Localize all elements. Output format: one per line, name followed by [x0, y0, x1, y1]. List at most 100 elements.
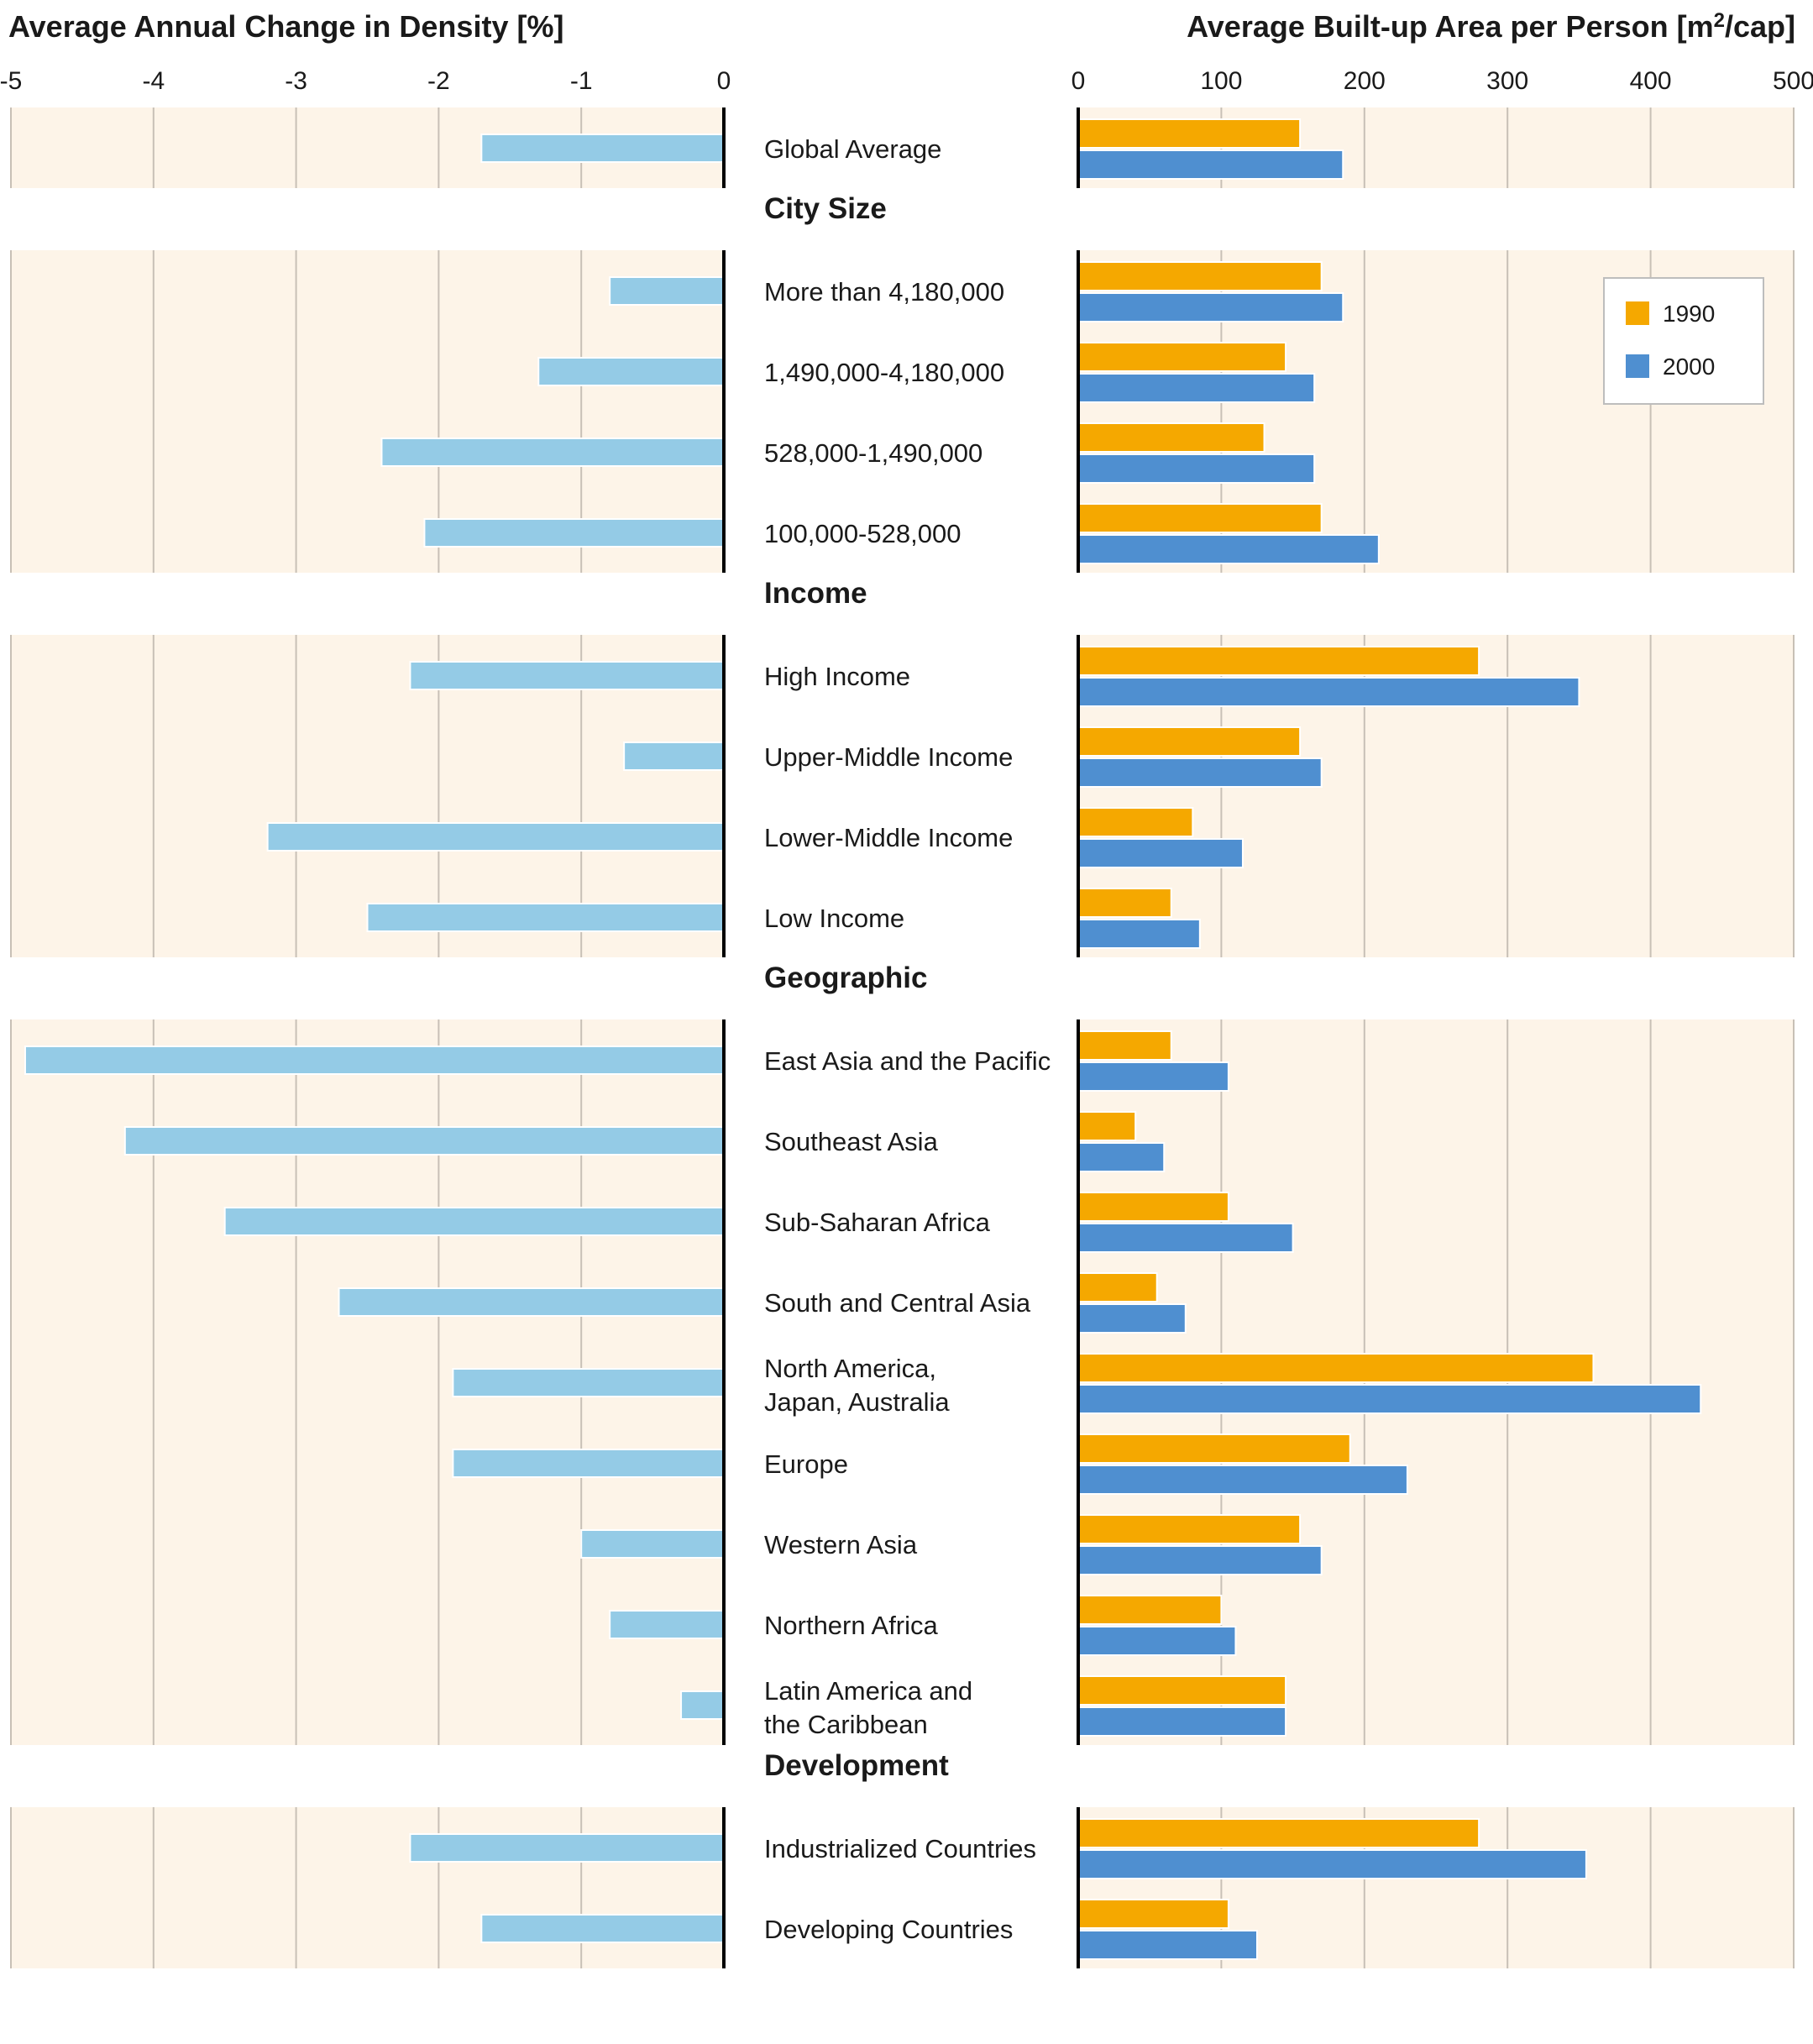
area-1990-bar	[1077, 888, 1172, 918]
category-label: Developing Countries	[764, 1915, 1013, 1944]
category-label: Northern Africa	[764, 1611, 939, 1640]
area-1990-bar	[1077, 1675, 1287, 1706]
area-2000-bar	[1077, 373, 1316, 403]
area-1990-bar	[1077, 1818, 1480, 1848]
area-2000-bar	[1077, 292, 1344, 322]
area-2000-bar	[1077, 1223, 1294, 1253]
legend-swatch-2000	[1626, 354, 1649, 378]
category-label: North America,	[764, 1354, 936, 1383]
area-2000-bar	[1077, 1545, 1323, 1575]
left-axis-tick-label: -2	[427, 67, 450, 95]
area-2000-bar	[1077, 534, 1380, 564]
density-change-bar	[609, 276, 725, 306]
category-label: Southeast Asia	[764, 1127, 939, 1156]
area-1990-bar	[1077, 1353, 1595, 1383]
area-1990-bar	[1077, 807, 1194, 837]
density-change-bar	[338, 1287, 725, 1317]
area-1990-bar	[1077, 1192, 1229, 1222]
right-axis-tick-label: 100	[1200, 67, 1242, 95]
area-2000-bar	[1077, 1706, 1287, 1737]
density-change-bar	[609, 1610, 725, 1639]
density-change-bar	[537, 357, 726, 386]
category-label: Lower-Middle Income	[764, 823, 1013, 852]
legend-label-2000: 2000	[1663, 354, 1715, 380]
left-axis-tick-label: -3	[285, 67, 307, 95]
area-1990-bar	[1077, 1111, 1137, 1141]
left-axis-tick-label: -5	[0, 67, 22, 95]
area-2000-bar	[1077, 1465, 1408, 1495]
area-1990-bar	[1077, 1030, 1172, 1061]
left-axis-tick-label: -4	[142, 67, 165, 95]
category-label: Global Average	[764, 134, 941, 164]
density-change-bar	[423, 518, 725, 548]
area-1990-bar	[1077, 422, 1265, 453]
right-axis-tick-label: 200	[1344, 67, 1386, 95]
group-heading: Development	[764, 1749, 949, 1782]
density-change-bar	[480, 134, 726, 163]
density-change-bar	[452, 1449, 725, 1478]
area-2000-bar	[1077, 453, 1316, 484]
area-1990-bar	[1077, 1514, 1302, 1544]
area-2000-bar	[1077, 757, 1323, 788]
density-change-bar	[266, 822, 725, 852]
category-label: the Caribbean	[764, 1710, 928, 1739]
category-label: 1,490,000-4,180,000	[764, 358, 1004, 387]
category-label: Upper-Middle Income	[764, 742, 1013, 772]
area-1990-bar	[1077, 503, 1323, 533]
category-label: South and Central Asia	[764, 1288, 1031, 1318]
right-axis-tick-label: 500	[1773, 67, 1813, 95]
category-label: East Asia and the Pacific	[764, 1046, 1051, 1076]
right-axis-tick-label: 0	[1072, 67, 1086, 95]
left-axis-tick-label: -1	[570, 67, 593, 95]
category-label: Japan, Australia	[764, 1387, 950, 1417]
area-1990-bar	[1077, 342, 1287, 372]
area-2000-bar	[1077, 1384, 1702, 1414]
density-change-bar	[380, 438, 725, 467]
density-change-bar	[366, 903, 725, 932]
category-label: Latin America and	[764, 1676, 972, 1706]
area-1990-bar	[1077, 1272, 1158, 1302]
legend-box	[1603, 277, 1764, 405]
category-label: Low Income	[764, 904, 904, 933]
area-2000-bar	[1077, 677, 1580, 707]
legend-label-1990: 1990	[1663, 301, 1715, 327]
density-change-bar	[223, 1207, 725, 1236]
right-panel-title-superscript: 2	[1714, 9, 1725, 32]
area-2000-bar	[1077, 149, 1344, 180]
category-label: Europe	[764, 1449, 848, 1479]
category-label: Industrialized Countries	[764, 1834, 1036, 1863]
density-change-bar	[123, 1126, 725, 1156]
area-2000-bar	[1077, 1930, 1258, 1960]
group-heading: Income	[764, 577, 867, 610]
category-label: More than 4,180,000	[764, 277, 1004, 307]
density-change-bar	[680, 1690, 725, 1720]
category-label: Sub-Saharan Africa	[764, 1208, 991, 1237]
density-change-bar	[24, 1046, 726, 1075]
area-2000-bar	[1077, 1061, 1229, 1092]
area-1990-bar	[1077, 1899, 1229, 1929]
area-1990-bar	[1077, 118, 1302, 149]
right-axis-tick-label: 300	[1486, 67, 1528, 95]
area-1990-bar	[1077, 726, 1302, 757]
density-change-bar	[580, 1529, 726, 1559]
area-2000-bar	[1077, 1303, 1187, 1334]
left-panel-background	[11, 1807, 724, 1968]
group-heading: City Size	[764, 192, 887, 225]
legend-swatch-1990	[1626, 301, 1649, 325]
area-2000-bar	[1077, 1626, 1237, 1656]
right-axis-tick-label: 400	[1630, 67, 1672, 95]
area-2000-bar	[1077, 1849, 1587, 1879]
density-change-bar	[480, 1914, 726, 1943]
left-panel-title: Average Annual Change in Density [%]	[8, 9, 563, 44]
area-1990-bar	[1077, 261, 1323, 291]
density-change-bar	[452, 1368, 725, 1397]
group-heading: Geographic	[764, 962, 927, 994]
left-axis-tick-label: 0	[717, 67, 731, 95]
area-1990-bar	[1077, 646, 1480, 676]
area-1990-bar	[1077, 1433, 1351, 1464]
category-label: 100,000-528,000	[764, 519, 961, 548]
category-label: Western Asia	[764, 1530, 918, 1559]
density-change-bar	[409, 661, 725, 690]
